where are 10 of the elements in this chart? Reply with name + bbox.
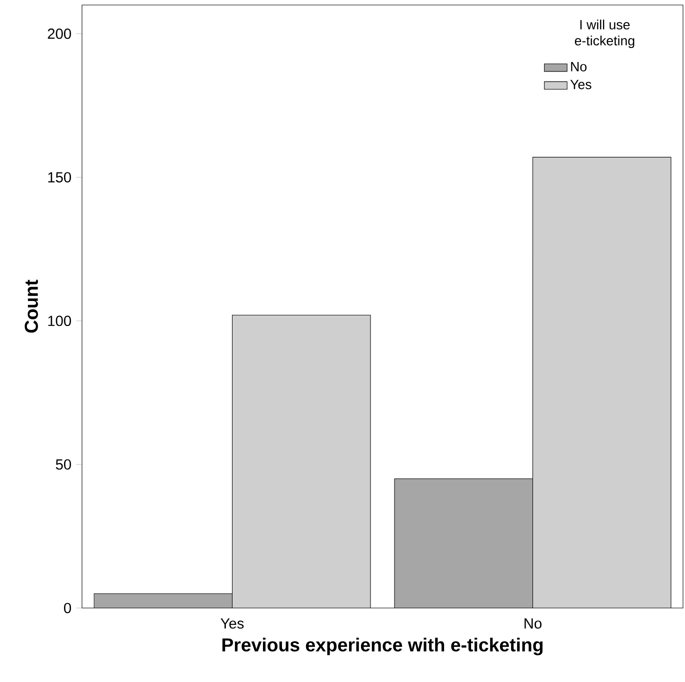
y-tick-label: 200 bbox=[48, 28, 72, 39]
y-tick-label: 0 bbox=[64, 602, 72, 614]
y-tick-label: 100 bbox=[48, 316, 72, 326]
y-tick-label: 50 bbox=[56, 459, 72, 470]
y-axis-title: Count bbox=[24, 280, 38, 333]
x-axis-title: Previous experience with e-ticketing bbox=[222, 638, 543, 656]
legend-label: Yes bbox=[570, 80, 592, 90]
legend-label: No bbox=[571, 62, 587, 72]
legend-title: I will use e-ticketing bbox=[574, 20, 634, 48]
y-tick-label: 150 bbox=[48, 172, 72, 182]
